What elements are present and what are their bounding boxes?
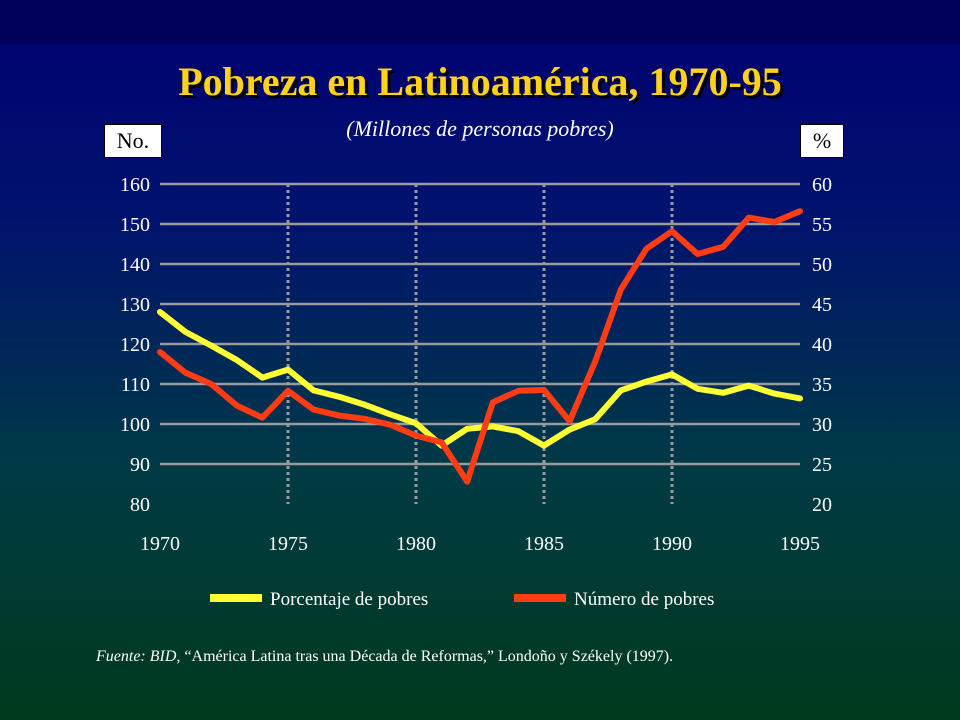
left-tick-80: 80 (130, 494, 150, 516)
right-axis-ticks: 20 25 30 35 40 45 50 55 60 (812, 174, 832, 516)
right-tick-25: 25 (812, 454, 832, 476)
series-line-numero (157, 208, 803, 485)
x-tick-1980: 1980 (396, 533, 436, 555)
series-line-porcentaje (157, 309, 803, 449)
left-tick-100: 100 (120, 414, 150, 436)
right-axis-unit-label: % (800, 124, 844, 158)
right-tick-30: 30 (812, 414, 832, 436)
left-tick-140: 140 (120, 254, 150, 276)
right-tick-40: 40 (812, 334, 832, 356)
left-tick-110: 110 (121, 374, 150, 396)
source-prefix: Fuente: BID (96, 648, 177, 665)
left-tick-120: 120 (120, 334, 150, 356)
left-tick-90: 90 (130, 454, 150, 476)
right-tick-35: 35 (812, 374, 832, 396)
legend-label-numero: Número de pobres (574, 589, 714, 610)
chart-subtitle: (Millones de personas pobres) (346, 116, 614, 141)
left-axis-ticks: 80 90 100 110 120 130 140 150 160 (120, 174, 150, 516)
right-tick-45: 45 (812, 294, 832, 316)
top-banner (0, 0, 960, 44)
left-tick-150: 150 (120, 214, 150, 236)
left-axis-unit-label: No. (104, 124, 162, 158)
source-note: Fuente: BID, “América Latina tras una Dé… (96, 648, 673, 666)
legend: Porcentaje de pobres Número de pobres (210, 589, 714, 610)
x-axis-ticks: 1970 1975 1980 1985 1990 1995 (140, 533, 820, 555)
series-lines (157, 208, 803, 485)
left-tick-130: 130 (120, 294, 150, 316)
right-tick-55: 55 (812, 214, 832, 236)
x-tick-1970: 1970 (140, 533, 180, 555)
left-tick-160: 160 (120, 174, 150, 196)
legend-label-porcentaje: Porcentaje de pobres (270, 589, 428, 610)
x-tick-1990: 1990 (652, 533, 692, 555)
x-tick-1985: 1985 (524, 533, 564, 555)
vertical-dotted-gridlines (286, 184, 674, 504)
right-tick-20: 20 (812, 494, 832, 516)
x-tick-1995: 1995 (780, 533, 820, 555)
right-tick-50: 50 (812, 254, 832, 276)
right-tick-60: 60 (812, 174, 832, 196)
chart-title: Pobreza en Latinoamérica, 1970-95 (178, 59, 782, 104)
source-citation: , “América Latina tras una Década de Ref… (176, 648, 674, 665)
x-tick-1975: 1975 (268, 533, 308, 555)
horizontal-gridlines (160, 182, 800, 466)
